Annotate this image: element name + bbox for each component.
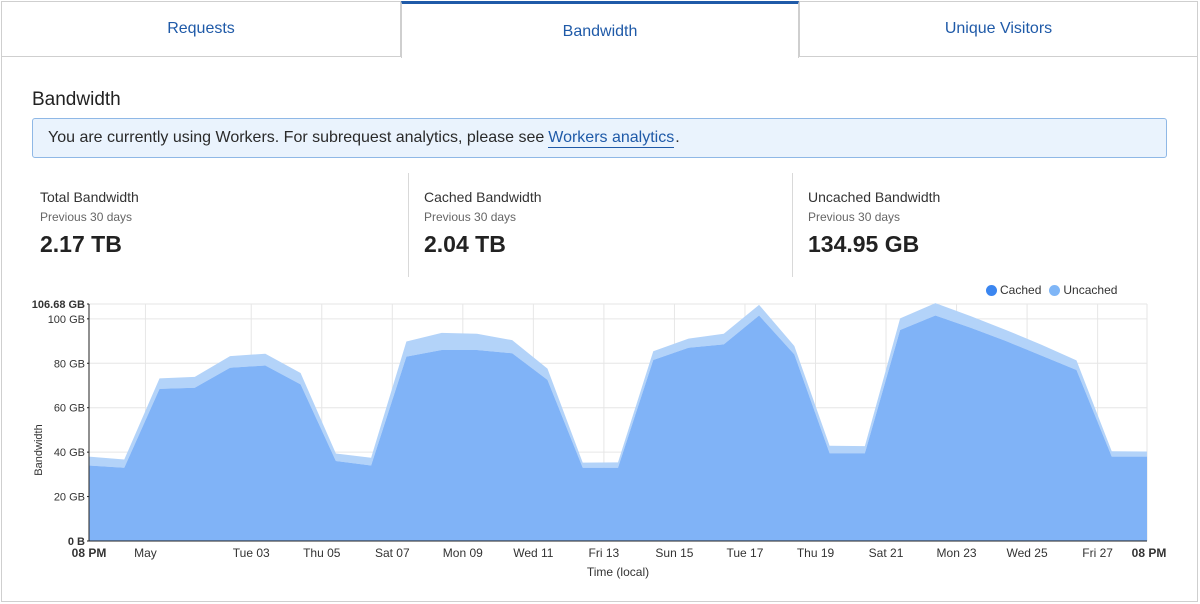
- stat-sublabel: Previous 30 days: [808, 210, 901, 224]
- stat-label: Total Bandwidth: [40, 189, 139, 205]
- legend-swatch-cached: [986, 284, 997, 296]
- x-tick-label: May: [134, 546, 157, 560]
- y-tick-label: 106.68 GB: [32, 299, 85, 311]
- stat-value: 2.17 TB: [40, 231, 122, 257]
- legend-item-cached[interactable]: Cached: [986, 283, 1041, 297]
- stat-sublabel: Previous 30 days: [424, 210, 517, 224]
- x-tick-label: Mon 23: [937, 546, 977, 560]
- x-tick-label: Sun 15: [655, 546, 693, 560]
- x-tick-label: Thu 19: [797, 546, 835, 560]
- notice-suffix: .: [675, 129, 680, 146]
- y-tick-label: 0 B: [68, 536, 85, 548]
- stat-label: Cached Bandwidth: [424, 189, 542, 205]
- area-cached[interactable]: [89, 315, 1147, 541]
- y-tick-label: 40 GB: [54, 447, 85, 459]
- x-axis-ticks: 08 PM May Tue 03 Thu 05 Sat 07 Mon 09 Wed 11 Fr…: [72, 546, 1167, 560]
- stat-total-bandwidth: Total Bandwidth Previous 30 days 2.17 TB: [25, 173, 407, 277]
- stat-uncached-bandwidth: Uncached Bandwidth Previous 30 days 134.…: [792, 173, 1172, 277]
- x-tick-label: Tue 03: [233, 546, 270, 560]
- x-tick-label: Tue 17: [726, 546, 763, 560]
- legend-item-uncached[interactable]: Uncached: [1049, 283, 1117, 297]
- x-tick-label: 08 PM: [1132, 546, 1167, 560]
- stat-label: Uncached Bandwidth: [808, 189, 941, 205]
- x-tick-label: Sat 21: [869, 546, 904, 560]
- x-tick-label: Fri 13: [589, 546, 620, 560]
- stat-value: 134.95 GB: [808, 231, 920, 257]
- chart-axes: [88, 304, 1147, 542]
- y-tick-label: 60 GB: [54, 403, 85, 415]
- x-tick-label: 08 PM: [72, 546, 107, 560]
- stat-cached-bandwidth: Cached Bandwidth Previous 30 days 2.04 T…: [408, 173, 791, 277]
- bandwidth-area-chart[interactable]: 0 B 20 GB 40 GB 60 GB 80 GB 100 GB 106.68 GB 0…: [0, 290, 1200, 590]
- tab-unique-visitors[interactable]: Unique Visitors: [799, 1, 1198, 57]
- legend-label: Cached: [1000, 283, 1042, 297]
- x-tick-label: Mon 09: [443, 546, 483, 560]
- stat-value: 2.04 TB: [424, 231, 506, 257]
- y-tick-label: 80 GB: [54, 358, 85, 370]
- x-tick-label: Sat 07: [375, 546, 410, 560]
- chart-legend: Cached Uncached: [986, 283, 1125, 297]
- y-tick-label: 100 GB: [48, 314, 85, 326]
- chart-areas: [89, 303, 1147, 541]
- tab-requests[interactable]: Requests: [1, 1, 401, 57]
- y-tick-label: 20 GB: [54, 492, 85, 504]
- stat-sublabel: Previous 30 days: [40, 210, 133, 224]
- y-axis-label: Bandwidth: [33, 424, 45, 475]
- legend-label: Uncached: [1063, 283, 1118, 297]
- tab-bar: Requests Bandwidth Unique Visitors: [0, 0, 1200, 58]
- workers-notice: You are currently using Workers. For sub…: [32, 118, 1167, 158]
- tab-content: [1, 56, 1198, 602]
- workers-analytics-link[interactable]: Workers analytics: [548, 128, 675, 148]
- section-title: Bandwidth: [32, 89, 121, 110]
- x-axis-label: Time (local): [587, 565, 649, 579]
- tab-bandwidth[interactable]: Bandwidth: [401, 1, 799, 58]
- legend-swatch-uncached: [1049, 284, 1061, 296]
- x-tick-label: Thu 05: [303, 546, 341, 560]
- notice-text: You are currently using Workers. For sub…: [48, 129, 545, 146]
- x-tick-label: Fri 27: [1082, 546, 1113, 560]
- x-tick-label: Wed 25: [1007, 546, 1048, 560]
- y-axis-ticks: 0 B 20 GB 40 GB 60 GB 80 GB 100 GB 106.68 GB: [32, 299, 89, 548]
- x-tick-label: Wed 11: [513, 546, 554, 560]
